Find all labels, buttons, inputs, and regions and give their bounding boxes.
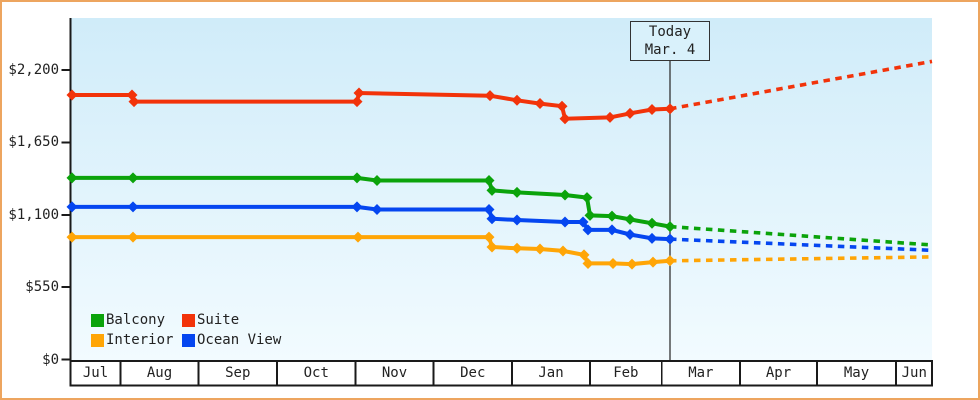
suite-projection-line xyxy=(669,59,933,111)
suite-point-marker xyxy=(534,98,546,110)
legend-label-ocean-view: Ocean View xyxy=(197,332,282,348)
ocean-view-point-marker xyxy=(127,201,139,213)
ocean-view-markers xyxy=(66,201,676,245)
ocean-view-point-marker xyxy=(66,201,78,213)
balcony-markers xyxy=(66,172,676,233)
ocean-view-point-marker xyxy=(511,214,523,226)
interior-point-marker xyxy=(486,241,498,253)
legend-label-interior: Interior xyxy=(106,332,174,348)
suite-point-marker xyxy=(604,111,616,123)
legend-label-suite: Suite xyxy=(197,312,240,328)
balcony-point-marker xyxy=(664,221,676,233)
interior-point-marker xyxy=(511,242,523,254)
ocean-view-point-marker xyxy=(646,232,658,244)
interior-markers xyxy=(66,231,676,270)
suite-swatch-icon xyxy=(182,313,195,327)
legend-item-balcony: Balcony xyxy=(91,310,182,330)
interior-point-marker xyxy=(352,231,364,243)
balcony-point-marker xyxy=(511,186,523,198)
ocean-view-point-marker xyxy=(371,203,383,215)
interior-point-marker xyxy=(607,257,619,269)
balcony-point-marker xyxy=(559,189,571,201)
today-date-label: Mar. 4 xyxy=(644,42,696,58)
suite-markers xyxy=(66,87,676,125)
legend: Balcony Suite Interior Ocean View xyxy=(91,310,281,350)
suite-point-marker xyxy=(66,89,78,101)
x-axis-table xyxy=(69,360,933,387)
suite-point-marker xyxy=(664,103,676,115)
ocean-view-point-marker xyxy=(351,201,363,213)
interior-point-marker xyxy=(557,245,569,257)
balcony-point-marker xyxy=(624,213,636,225)
suite-point-marker xyxy=(511,94,523,106)
ocean-view-swatch-icon xyxy=(182,333,195,347)
balcony-swatch-icon xyxy=(91,313,104,327)
suite-point-marker xyxy=(556,100,568,112)
ocean-view-point-marker xyxy=(559,216,571,228)
suite-point-marker xyxy=(353,87,365,99)
balcony-point-marker xyxy=(584,209,596,221)
interior-point-marker xyxy=(664,255,676,267)
interior-point-marker xyxy=(483,231,495,243)
balcony-point-marker xyxy=(606,210,618,222)
balcony-point-marker xyxy=(581,192,593,204)
today-label: Today xyxy=(648,24,692,40)
ocean-view-point-marker xyxy=(483,203,495,215)
suite-point-marker xyxy=(351,96,363,108)
suite-point-marker xyxy=(484,90,496,102)
suite-point-marker xyxy=(646,103,658,115)
interior-point-marker xyxy=(578,249,590,261)
suite-point-marker xyxy=(624,107,636,119)
balcony-point-marker xyxy=(483,175,495,187)
ocean-view-point-marker xyxy=(624,228,636,240)
interior-swatch-icon xyxy=(91,333,104,347)
interior-point-marker xyxy=(647,256,659,268)
balcony-point-marker xyxy=(351,172,363,184)
interior-point-marker xyxy=(534,243,546,255)
legend-item-ocean-view: Ocean View xyxy=(182,330,281,350)
legend-item-suite: Suite xyxy=(182,310,281,330)
balcony-point-marker xyxy=(646,217,658,229)
ocean-view-projection-line xyxy=(669,237,933,253)
ocean-view-point-marker xyxy=(606,224,618,236)
balcony-point-marker xyxy=(66,172,78,184)
interior-point-marker xyxy=(66,231,78,243)
interior-point-marker xyxy=(127,231,139,243)
balcony-point-marker xyxy=(371,175,383,187)
balcony-point-marker xyxy=(127,172,139,184)
legend-label-balcony: Balcony xyxy=(106,312,166,328)
balcony-point-marker xyxy=(486,184,498,196)
suite-point-marker xyxy=(128,96,140,108)
balcony-projection-line xyxy=(669,224,933,247)
ocean-view-point-marker xyxy=(577,216,589,228)
legend-item-interior: Interior xyxy=(91,330,182,350)
today-annotation-box: Today Mar. 4 xyxy=(630,21,710,61)
ocean-view-point-marker xyxy=(664,233,676,245)
ocean-view-point-marker xyxy=(582,224,594,236)
suite-point-marker xyxy=(559,113,571,125)
ocean-view-point-marker xyxy=(486,213,498,225)
interior-projection-line xyxy=(669,255,933,263)
interior-point-marker xyxy=(626,258,638,270)
interior-point-marker xyxy=(582,257,594,269)
